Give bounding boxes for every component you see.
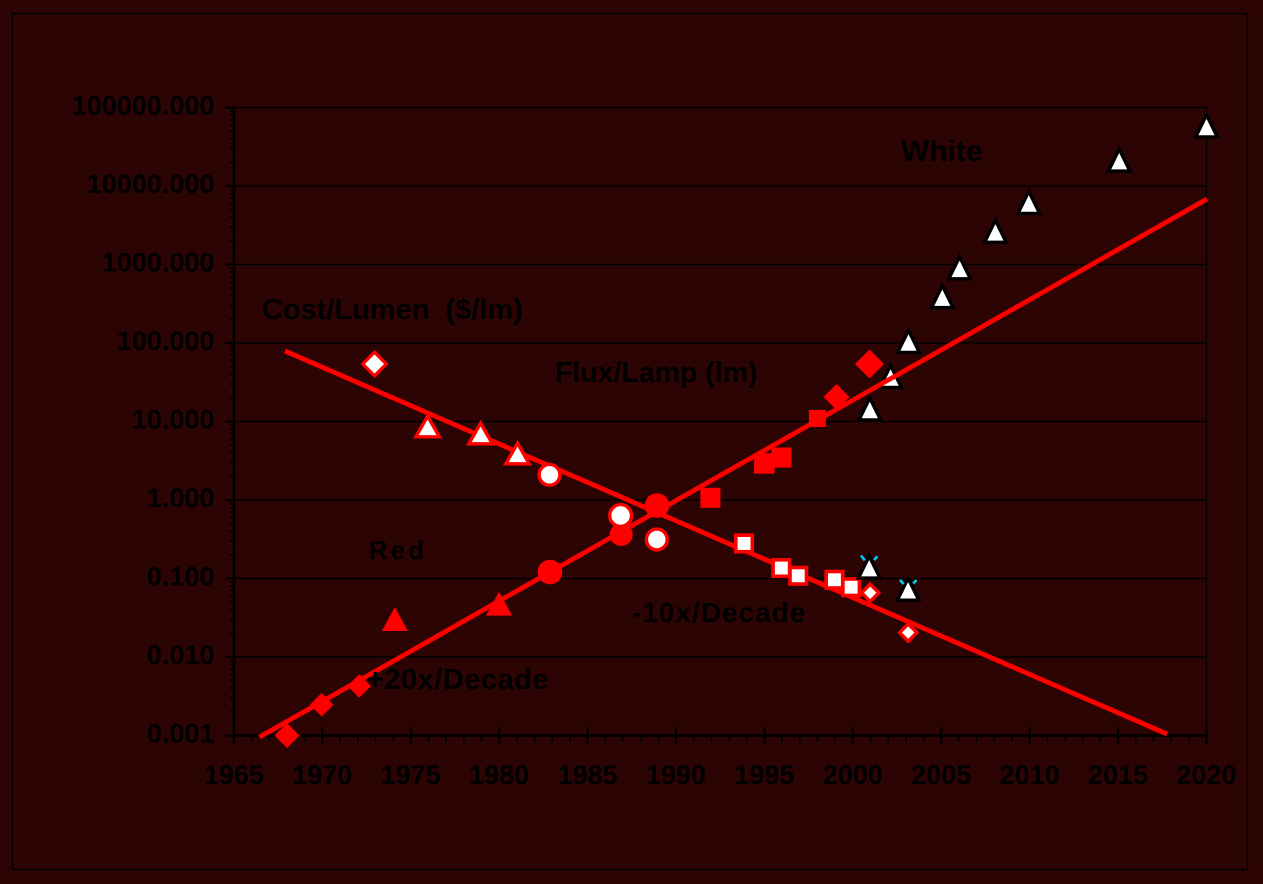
svg-text:1.000: 1.000	[147, 483, 215, 513]
svg-text:0.001: 0.001	[147, 719, 215, 749]
svg-text:0.010: 0.010	[147, 640, 215, 670]
svg-text:2000: 2000	[823, 760, 883, 790]
svg-text:Red: Red	[369, 535, 427, 565]
svg-text:1985: 1985	[558, 760, 618, 790]
svg-text:1965: 1965	[204, 760, 264, 790]
svg-text:2015: 2015	[1088, 760, 1148, 790]
svg-text:1995: 1995	[734, 760, 794, 790]
svg-text:Cost/Lumen ($/lm): Cost/Lumen ($/lm)	[262, 294, 523, 326]
svg-text:10.000: 10.000	[132, 405, 215, 435]
svg-text:1000.000: 1000.000	[102, 248, 215, 278]
svg-text:White: White	[901, 135, 983, 168]
svg-text:1990: 1990	[646, 760, 706, 790]
svg-text:1970: 1970	[292, 760, 352, 790]
svg-text:1975: 1975	[381, 760, 441, 790]
svg-text:10000.000: 10000.000	[87, 169, 215, 199]
svg-text:-10x/Decade: -10x/Decade	[632, 597, 806, 628]
svg-text:+20x/Decade: +20x/Decade	[367, 664, 549, 696]
svg-text:100.000: 100.000	[117, 326, 215, 356]
svg-text:2005: 2005	[911, 760, 971, 790]
svg-text:0.100: 0.100	[147, 562, 215, 592]
svg-text:1980: 1980	[469, 760, 529, 790]
svg-text:2010: 2010	[1000, 760, 1060, 790]
svg-text:Flux/Lamp (lm): Flux/Lamp (lm)	[555, 357, 758, 389]
svg-text:2020: 2020	[1176, 760, 1236, 790]
svg-text:100000.000: 100000.000	[72, 91, 215, 121]
